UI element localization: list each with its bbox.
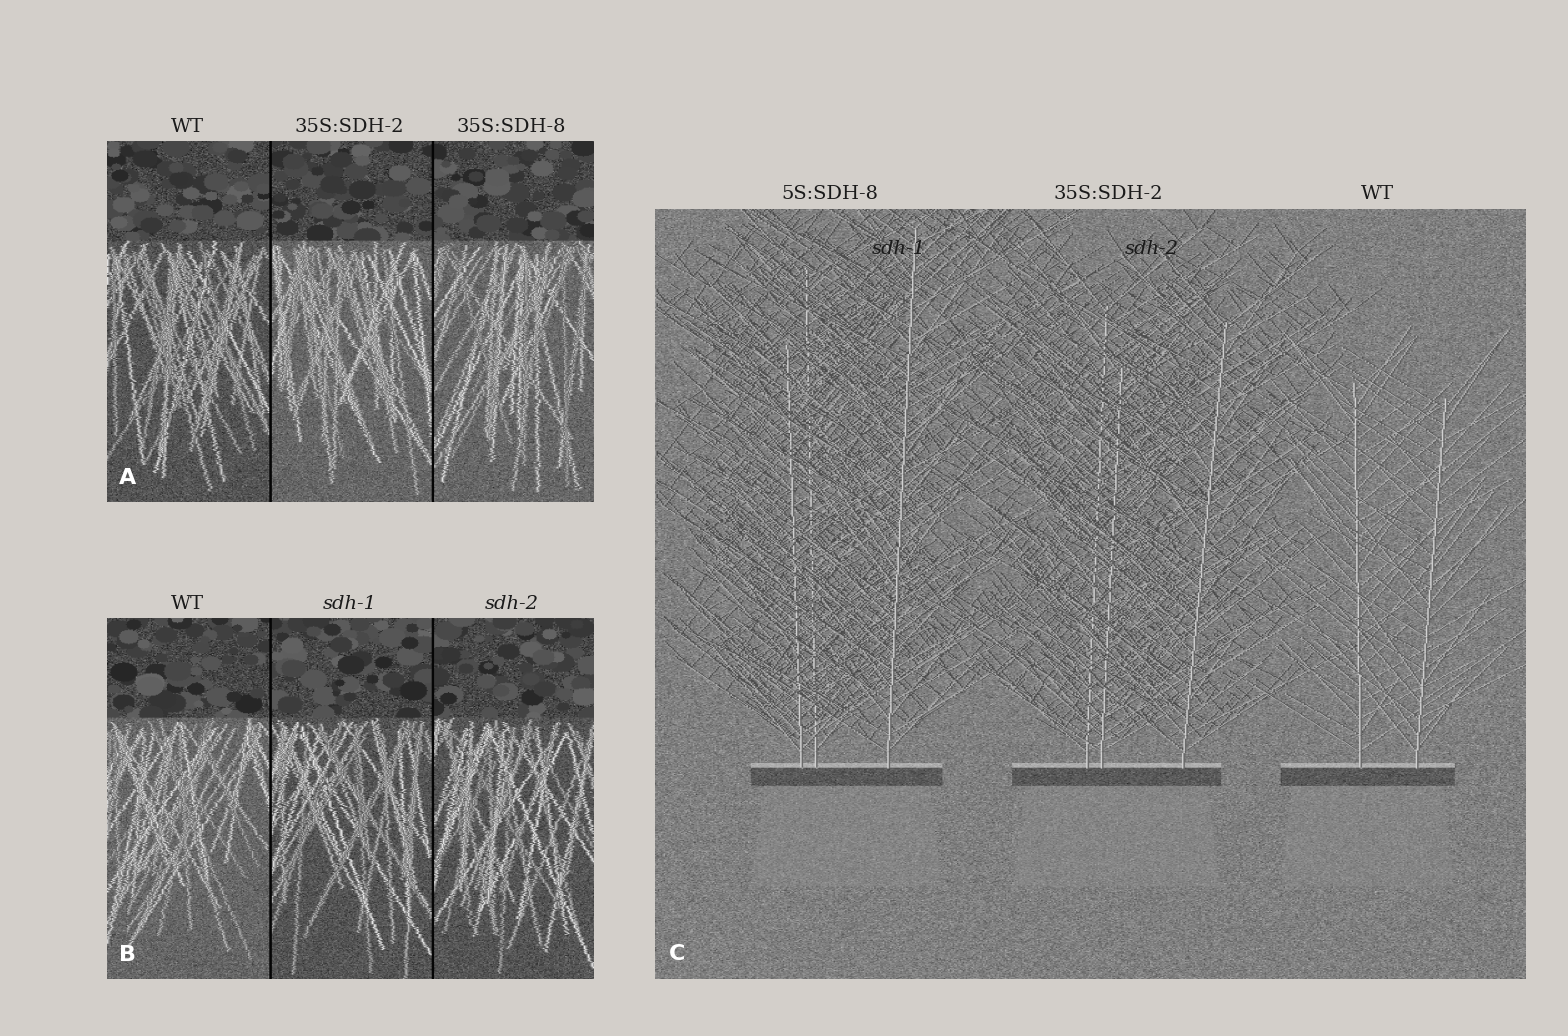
Text: WT: WT bbox=[171, 118, 204, 136]
Text: 35S:SDH-2: 35S:SDH-2 bbox=[295, 118, 405, 136]
Text: sdh-2: sdh-2 bbox=[1124, 240, 1179, 258]
Text: 35S:SDH-8: 35S:SDH-8 bbox=[456, 118, 566, 136]
Text: C: C bbox=[668, 944, 685, 963]
Text: WT: WT bbox=[1361, 185, 1394, 203]
Text: sdh-1: sdh-1 bbox=[323, 595, 376, 612]
Text: WT: WT bbox=[171, 595, 204, 612]
Text: A: A bbox=[119, 468, 136, 488]
Text: 5S:SDH-8: 5S:SDH-8 bbox=[781, 185, 878, 203]
Text: B: B bbox=[119, 945, 136, 965]
Text: sdh-1: sdh-1 bbox=[872, 240, 927, 258]
Text: 35S:SDH-2: 35S:SDH-2 bbox=[1054, 185, 1163, 203]
Text: sdh-2: sdh-2 bbox=[485, 595, 539, 612]
